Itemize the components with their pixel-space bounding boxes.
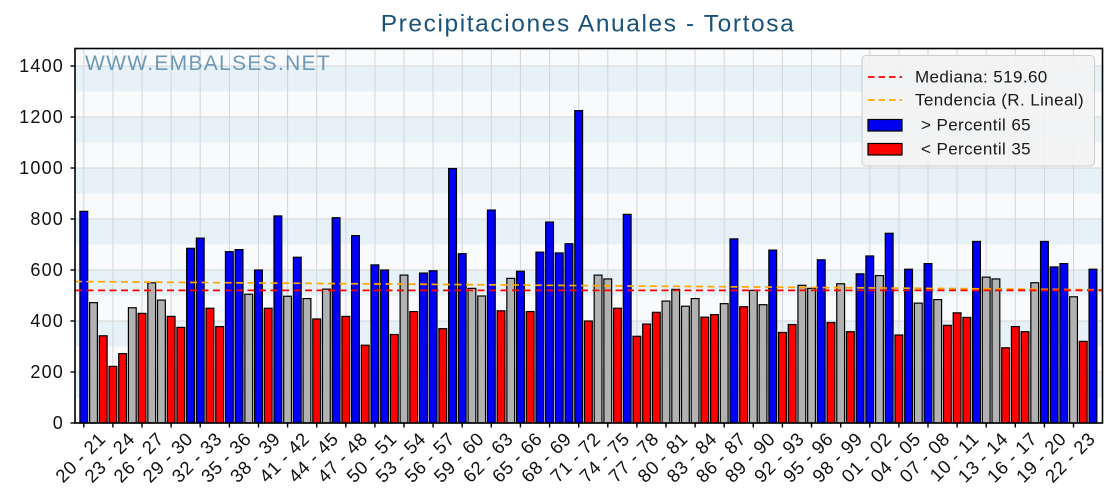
svg-text:400: 400 bbox=[30, 311, 64, 331]
svg-text:600: 600 bbox=[30, 260, 64, 280]
svg-text:Precipitaciones Anuales - Tort: Precipitaciones Anuales - Tortosa bbox=[381, 11, 796, 38]
svg-text:1200: 1200 bbox=[19, 107, 64, 127]
svg-text:1000: 1000 bbox=[19, 158, 64, 178]
svg-text:Mediana: 519.60: Mediana: 519.60 bbox=[915, 68, 1048, 87]
svg-text:Tendencia (R. Lineal): Tendencia (R. Lineal) bbox=[915, 91, 1084, 110]
svg-text:WWW.EMBALSES.NET: WWW.EMBALSES.NET bbox=[85, 52, 331, 75]
svg-text:200: 200 bbox=[30, 362, 64, 382]
svg-text:> Percentil 65: > Percentil 65 bbox=[921, 116, 1031, 135]
svg-text:< Percentil 35: < Percentil 35 bbox=[921, 140, 1031, 159]
svg-text:1400: 1400 bbox=[19, 56, 64, 76]
svg-text:800: 800 bbox=[30, 209, 64, 229]
svg-text:0: 0 bbox=[53, 413, 64, 433]
